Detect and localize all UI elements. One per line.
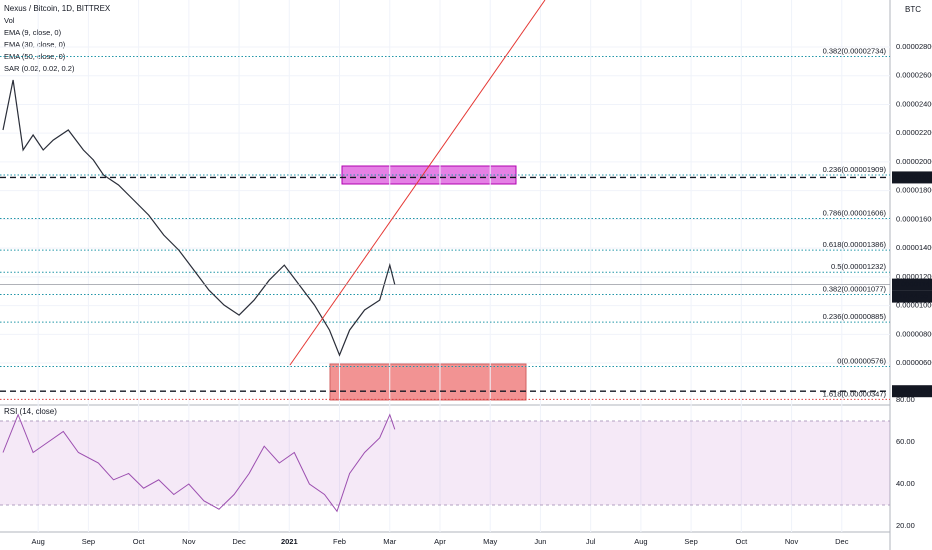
currency: BTC bbox=[905, 5, 921, 14]
y-tick-label: 0.00002000 bbox=[896, 157, 932, 166]
price-label-box bbox=[892, 385, 932, 398]
countdown: 10:44:55 bbox=[899, 292, 928, 301]
x-tick-label: Nov bbox=[182, 537, 196, 546]
y-tick-label: 0.00002800 bbox=[896, 42, 932, 51]
rsi-line bbox=[2, 413, 396, 513]
price-line bbox=[2, 79, 396, 357]
price-label-box bbox=[892, 171, 932, 184]
fib-label: 0(0.00000576) bbox=[837, 356, 886, 365]
y-tick-label: 0.00002200 bbox=[896, 128, 932, 137]
rsi-tick-label: 20.00 bbox=[896, 521, 915, 530]
trend-line bbox=[289, 0, 546, 366]
x-tick-label: 2021 bbox=[281, 537, 298, 546]
x-tick-label: Oct bbox=[133, 537, 146, 546]
y-tick-label: 0.00002400 bbox=[896, 99, 932, 108]
fib-label: 0.5(0.00001232) bbox=[831, 262, 887, 271]
x-tick-label: Aug bbox=[634, 537, 647, 546]
x-tick-label: Sep bbox=[82, 537, 95, 546]
indicator-label: EMA (50, close, 0) bbox=[4, 52, 66, 61]
rsi-tick-label: 40.00 bbox=[896, 479, 915, 488]
x-tick-label: Apr bbox=[434, 537, 446, 546]
indicator-label: SAR (0.02, 0.02, 0.2) bbox=[4, 64, 75, 73]
fib-label: 0.236(0.00000885) bbox=[823, 312, 887, 321]
fib-label: 0.618(0.00001386) bbox=[823, 240, 887, 249]
y-tick-label: 0.00001600 bbox=[896, 214, 932, 223]
rsi-tick-label: 60.00 bbox=[896, 437, 915, 446]
chart-title: Nexus / Bitcoin, 1D, BITTREX bbox=[4, 4, 111, 13]
y-tick-label: 0.00000800 bbox=[896, 329, 932, 338]
y-tick-label: 0.00001800 bbox=[896, 186, 932, 195]
y-tick-label: 0.00001000 bbox=[896, 301, 932, 310]
fib-label: 1.618(0.00000347) bbox=[823, 389, 887, 398]
x-tick-label: Dec bbox=[835, 537, 849, 546]
fib-label: 0.382(0.00001077) bbox=[823, 285, 887, 294]
x-tick-label: Sep bbox=[684, 537, 697, 546]
price-label: 0.00000404 bbox=[895, 386, 932, 395]
y-tick-label: 0.00001400 bbox=[896, 243, 932, 252]
y-tick-label: 0.00001200 bbox=[896, 272, 932, 281]
indicator-label: EMA (30, close, 0) bbox=[4, 40, 66, 49]
x-tick-label: Jun bbox=[534, 537, 546, 546]
x-tick-label: Feb bbox=[333, 537, 346, 546]
x-tick-label: Dec bbox=[232, 537, 246, 546]
x-tick-label: Nov bbox=[785, 537, 799, 546]
fib-label: 0.786(0.00001606) bbox=[823, 209, 887, 218]
x-tick-label: Jul bbox=[586, 537, 596, 546]
price-label: 0.00001892 bbox=[895, 172, 932, 181]
fib-label: 0.382(0.00002734) bbox=[823, 46, 887, 55]
x-tick-label: May bbox=[483, 537, 497, 546]
countdown-box bbox=[892, 290, 932, 303]
fib-label: 0.236(0.00001909) bbox=[823, 165, 887, 174]
x-tick-label: Oct bbox=[735, 537, 748, 546]
rsi-band bbox=[0, 420, 890, 505]
y-tick-label: 0.00000600 bbox=[896, 358, 932, 367]
x-tick-label: Mar bbox=[383, 537, 396, 546]
rsi-tick-label: 80.00 bbox=[896, 395, 915, 404]
x-tick-label: Aug bbox=[31, 537, 44, 546]
price-label-box bbox=[892, 278, 932, 291]
indicator-label: EMA (9, close, 0) bbox=[4, 28, 62, 37]
indicator-label: Vol bbox=[4, 16, 15, 25]
y-tick-label: 0.00002600 bbox=[896, 71, 932, 80]
rsi-title: RSI (14, close) bbox=[4, 407, 57, 416]
price-label: 0.00001146 bbox=[895, 280, 932, 289]
zone-box bbox=[329, 363, 527, 401]
